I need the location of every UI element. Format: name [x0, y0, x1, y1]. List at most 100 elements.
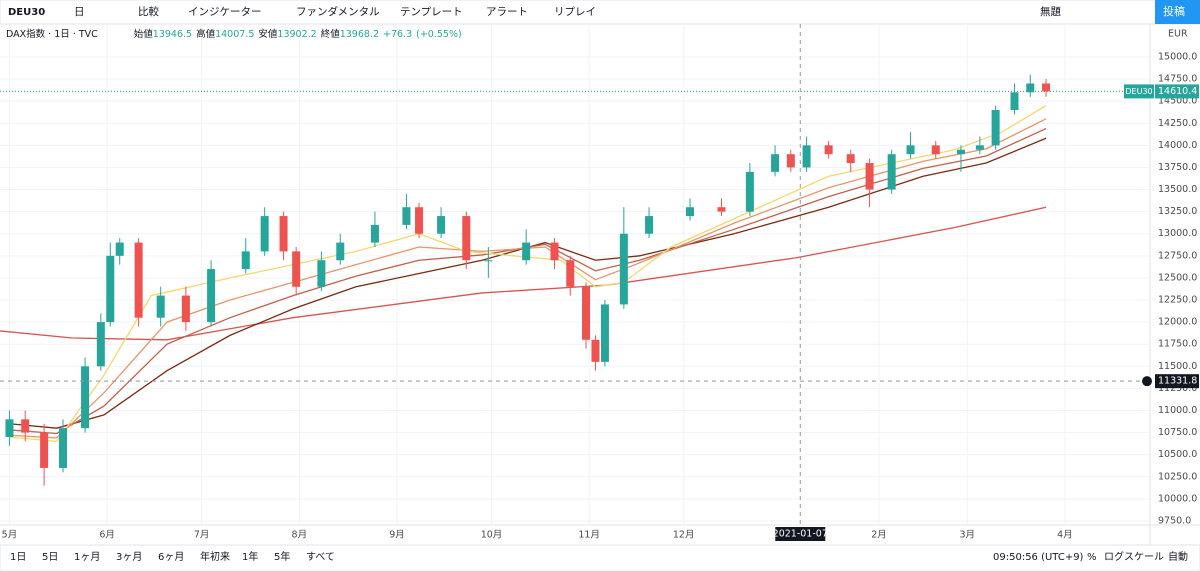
range-button[interactable]: 6ヶ月 — [158, 551, 184, 563]
candle-body — [402, 207, 411, 225]
candle-body — [21, 419, 30, 433]
y-tick-label: 12750.0 — [1158, 250, 1197, 261]
candle-body — [156, 295, 165, 318]
candle-body — [5, 419, 14, 438]
candle-body — [207, 269, 216, 323]
range-button[interactable]: すべて — [306, 551, 335, 563]
legend: DAX指数 · 1日 · TVC 始値13946.5 高値14007.5 安値1390… — [6, 28, 462, 40]
candle-body — [956, 149, 965, 155]
candle-body — [292, 251, 301, 287]
crosshair-x-tag — [775, 527, 826, 541]
moving-average — [9, 118, 1047, 439]
candle-body — [1026, 83, 1035, 93]
moving-average — [9, 137, 1047, 429]
log-scale-toggle[interactable]: ログスケール — [1104, 550, 1164, 563]
crosshair-y-tag — [1155, 374, 1199, 389]
x-tick-label: 10月 — [481, 530, 503, 541]
y-tick-label: 13500.0 — [1158, 184, 1197, 195]
candle-body — [462, 216, 471, 261]
auto-toggle[interactable]: 自動 — [1168, 550, 1188, 563]
range-button[interactable]: 1日 — [10, 552, 26, 563]
x-tick-label: 12月 — [673, 530, 695, 541]
candle-body — [931, 145, 940, 155]
legend-change: +76.3 — [383, 29, 412, 40]
publish-button-bg[interactable] — [1155, 0, 1200, 24]
candle-body — [415, 207, 424, 234]
legend-high-label: 高値 — [196, 28, 216, 40]
x-tick-label: 6月 — [99, 530, 115, 541]
moving-average — [9, 105, 1047, 443]
bottom-toolbar — [0, 544, 1200, 571]
candle-body — [619, 233, 628, 305]
candle-body — [991, 109, 1000, 146]
candle-body — [40, 432, 49, 468]
x-tick-label: 8月 — [292, 530, 308, 541]
legend-close-label: 終値 — [321, 28, 341, 40]
candle-body — [645, 216, 654, 234]
toolbar-item[interactable]: インジケーター — [188, 6, 262, 18]
x-tick-label: 9月 — [389, 530, 405, 541]
candle-body — [370, 224, 379, 243]
candle-body — [824, 145, 833, 155]
candle-body — [786, 154, 795, 168]
candle-body — [906, 145, 915, 155]
toolbar-item[interactable]: 投稿 — [1163, 4, 1185, 18]
candle-body — [522, 242, 531, 261]
y-tick-label: 11500.0 — [1158, 361, 1197, 372]
y-tick-label: 10500.0 — [1158, 449, 1197, 460]
currency-label: EUR — [1168, 29, 1188, 40]
toolbar-item[interactable]: テンプレート — [400, 6, 463, 18]
candle-body — [336, 242, 345, 261]
clock: 09:50:56 (UTC+9) — [993, 552, 1084, 563]
candle-body — [260, 216, 269, 252]
legend-open: 13946.5 — [153, 29, 192, 40]
candle-body — [745, 171, 754, 212]
candle-body — [865, 163, 874, 190]
y-tick-label: 11000.0 — [1158, 405, 1197, 416]
top-toolbar — [0, 0, 1200, 25]
candle-body — [437, 216, 446, 234]
candle-body — [582, 286, 591, 340]
candle-body — [975, 145, 984, 150]
moving-average — [0, 206, 1047, 341]
toolbar-item[interactable]: DEU30 — [8, 7, 45, 18]
candle-body — [106, 255, 115, 323]
percent-toggle[interactable]: % — [1087, 552, 1097, 563]
range-button[interactable]: 年初来 — [200, 550, 230, 563]
range-button[interactable]: 5年 — [274, 550, 290, 563]
candle-body — [115, 242, 124, 256]
candle-body — [181, 295, 190, 323]
y-tick-label: 14750.0 — [1158, 74, 1197, 85]
candle-body — [802, 145, 811, 168]
crosshair-y-label: 11331.8 — [1158, 376, 1197, 387]
range-button[interactable]: 1ヶ月 — [74, 551, 100, 563]
candle-body — [81, 366, 90, 429]
toolbar-item[interactable]: 無題 — [1040, 5, 1062, 18]
candle-body — [550, 242, 559, 261]
y-tick-label: 15000.0 — [1158, 51, 1197, 62]
toolbar-item[interactable]: ファンダメンタル — [296, 5, 380, 18]
legend-low: 13902.2 — [277, 29, 316, 40]
y-tick-label: 14250.0 — [1158, 118, 1197, 129]
candle-body — [317, 260, 326, 287]
toolbar-item[interactable]: リプレイ — [554, 6, 596, 18]
range-button[interactable]: 5日 — [42, 552, 58, 563]
candle-body — [1042, 83, 1051, 92]
y-tick-label: 12500.0 — [1158, 272, 1197, 283]
toolbar-item[interactable]: アラート — [486, 6, 528, 18]
range-button[interactable]: 1年 — [242, 550, 258, 563]
legend-high: 14007.5 — [215, 29, 254, 40]
x-tick-label: 5月 — [2, 530, 18, 541]
y-tick-label: 9750.0 — [1158, 515, 1191, 526]
y-tick-label: 10750.0 — [1158, 427, 1197, 438]
x-tick-label: 2月 — [871, 530, 887, 541]
toolbar-item[interactable]: 日 — [74, 6, 85, 18]
toolbar-item[interactable]: 比較 — [138, 5, 159, 18]
y-tick-label: 10000.0 — [1158, 493, 1197, 504]
candle-body — [591, 339, 600, 362]
candle-body — [846, 154, 855, 164]
candle-body — [717, 207, 726, 212]
y-tick-label: 14500.0 — [1158, 96, 1197, 107]
range-button[interactable]: 3ヶ月 — [116, 551, 142, 563]
